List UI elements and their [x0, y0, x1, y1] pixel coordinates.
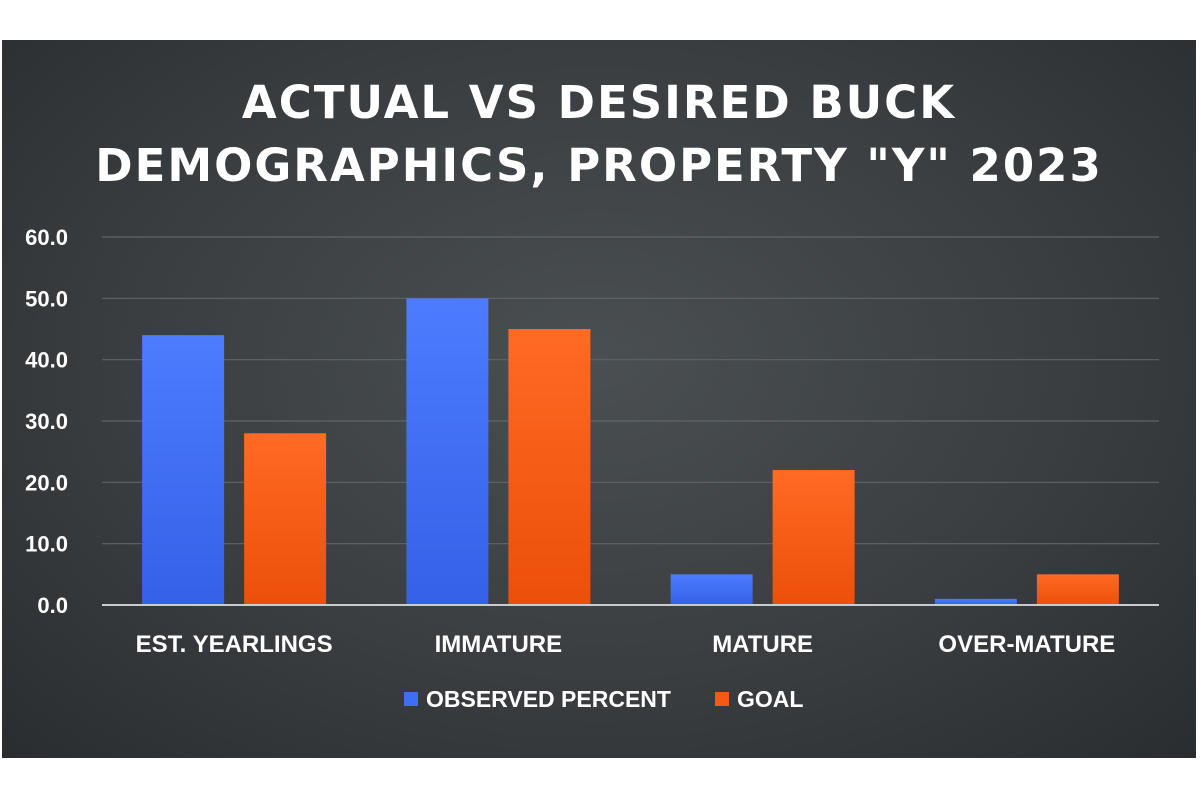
bars: [142, 298, 1119, 605]
bar-goal-0: [244, 433, 327, 605]
y-tick-label: 10.0: [25, 532, 68, 557]
y-tick-label: 0.0: [37, 593, 68, 618]
bar-observed-percent-1: [406, 298, 489, 605]
legend-swatch: [715, 692, 729, 706]
y-tick-label: 20.0: [25, 470, 68, 495]
legend-swatch: [404, 692, 418, 706]
bar-goal-3: [1036, 574, 1119, 605]
bar-observed-percent-3: [934, 598, 1017, 605]
legend: OBSERVED PERCENT GOAL: [404, 686, 803, 712]
y-tick-label: 60.0: [25, 225, 68, 250]
legend-label: GOAL: [737, 686, 803, 712]
bar-goal-1: [508, 329, 591, 605]
legend-label: OBSERVED PERCENT: [426, 686, 671, 712]
y-tick-label: 40.0: [25, 348, 68, 373]
x-category-label: MATURE: [712, 631, 813, 658]
chart-svg: ACTUAL VS DESIRED BUCK DEMOGRAPHICS, PRO…: [25, 76, 1159, 712]
x-category-label: EST. YEARLINGS: [136, 631, 333, 658]
y-tick-label: 50.0: [25, 286, 68, 311]
x-category-label: IMMATURE: [435, 631, 563, 658]
x-category-label: OVER-MATURE: [938, 631, 1115, 658]
bar-goal-2: [772, 470, 855, 605]
chart-title-line-1: ACTUAL VS DESIRED BUCK: [242, 76, 956, 129]
bar-observed-percent-0: [142, 335, 225, 605]
chart-frame: ACTUAL VS DESIRED BUCK DEMOGRAPHICS, PRO…: [2, 40, 1196, 758]
x-axis-category-labels: EST. YEARLINGS IMMATURE MATURE OVER-MATURE: [136, 631, 1116, 658]
y-tick-label: 30.0: [25, 409, 68, 434]
bar-observed-percent-2: [670, 574, 753, 605]
chart-title-line-2: DEMOGRAPHICS, PROPERTY "Y" 2023: [95, 139, 1103, 192]
y-axis-tick-labels: 0.0 10.0 20.0 30.0 40.0 50.0 60.0: [25, 225, 68, 618]
